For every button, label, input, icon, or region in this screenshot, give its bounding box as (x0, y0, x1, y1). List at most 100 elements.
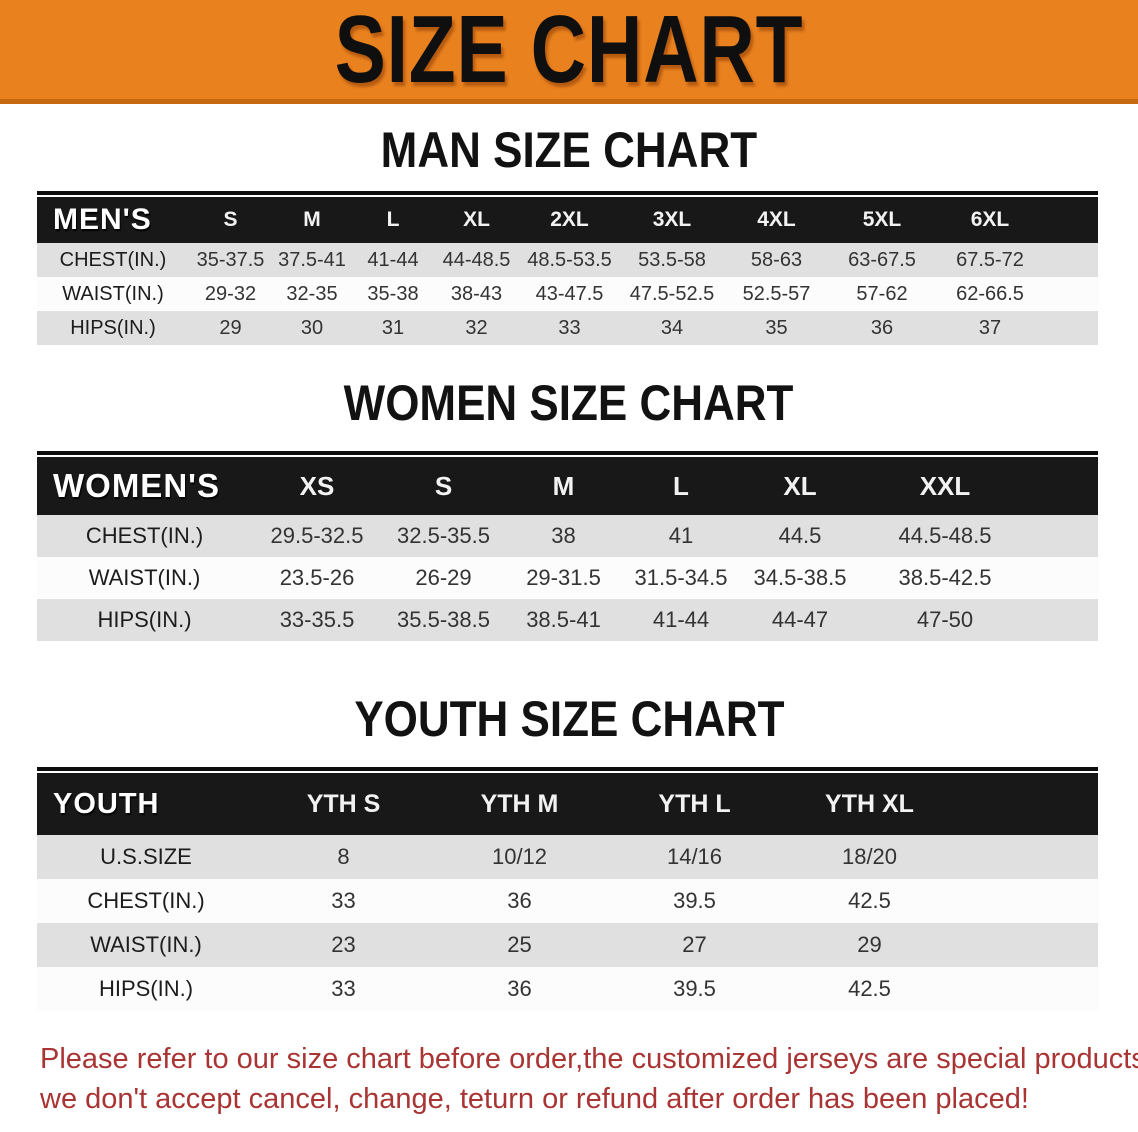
size-value: 47.5-52.5 (629, 282, 715, 305)
table-row-waist: WAIST(IN.) 23 25 27 29 (37, 923, 1098, 967)
table-row-chest: CHEST(IN.) 33 36 39.5 42.5 (37, 879, 1098, 923)
size-value: 29 (219, 316, 242, 339)
size-value: 18/20 (841, 844, 898, 869)
size-value: 36 (870, 316, 894, 339)
table-row-waist: WAIST(IN.) 29-32 32-35 35-38 38-43 43-47… (37, 277, 1098, 311)
size-value: 33 (331, 976, 356, 1001)
men-table-header-label: MEN'S (53, 203, 152, 236)
size-value: 35-37.5 (196, 248, 265, 271)
size-value: 37.5-41 (278, 248, 346, 271)
size-value: 35.5-38.5 (397, 607, 490, 632)
size-column-header: YTH XL (825, 789, 914, 818)
size-value: 62-66.5 (956, 282, 1024, 305)
size-value: 31 (381, 316, 405, 339)
size-column-header: 5XL (862, 208, 902, 231)
size-column-header: 4XL (757, 208, 796, 231)
size-column-header: L (386, 208, 400, 231)
size-value: 32.5-35.5 (397, 523, 490, 548)
size-column-header: 6XL (970, 208, 1010, 231)
size-value: 44.5 (778, 523, 822, 548)
size-value: 41-44 (367, 248, 419, 271)
size-column-header: XS (299, 470, 335, 501)
size-column-header: 2XL (550, 208, 589, 231)
size-column-header: XL (783, 470, 817, 501)
youth-size-table: YOUTH YTH S YTH M YTH L YTH XL U.S.SIZE … (37, 767, 1098, 1011)
size-value: 10/12 (491, 844, 548, 869)
size-value: 29-32 (204, 282, 257, 305)
size-value: 47-50 (916, 607, 974, 632)
women-heading-text: WOMEN SIZE CHART (344, 375, 794, 431)
size-value: 32-35 (286, 282, 338, 305)
size-value: 23.5-26 (279, 565, 355, 590)
size-value: 14/16 (666, 844, 723, 869)
youth-table-header-row: YOUTH YTH S YTH M YTH L YTH XL (37, 773, 1098, 835)
size-value: 25 (507, 932, 532, 957)
measurement-label: WAIST(IN.) (88, 565, 201, 590)
women-size-table: WOMEN'S XS S M L XL XXL CHEST(IN.) 29.5-… (37, 451, 1098, 641)
size-value: 23 (331, 932, 356, 957)
size-value: 38.5-42.5 (898, 565, 992, 590)
order-disclaimer: Please refer to our size chart before or… (40, 1039, 1138, 1119)
size-value: 52.5-57 (742, 282, 811, 305)
size-value: 29-31.5 (526, 565, 601, 590)
size-value: 30 (300, 316, 324, 339)
women-table-header-row: WOMEN'S XS S M L XL XXL (37, 457, 1098, 515)
table-row-hips: HIPS(IN.) 33 36 39.5 42.5 (37, 967, 1098, 1011)
size-value: 38.5-41 (526, 607, 601, 632)
size-value: 32 (465, 316, 488, 339)
size-column-header: S (223, 208, 238, 231)
size-value: 27 (682, 932, 707, 957)
size-value: 8 (337, 844, 350, 869)
banner: SIZE CHART (0, 0, 1138, 104)
disclaimer-line-1: Please refer to our size chart before or… (40, 1043, 1138, 1075)
size-value: 63-67.5 (848, 248, 916, 271)
youth-heading-text: YOUTH SIZE CHART (353, 691, 785, 747)
measurement-label: HIPS(IN.) (70, 316, 156, 339)
size-column-header: YTH M (480, 789, 559, 818)
table-row-hips: HIPS(IN.) 29 30 31 32 33 34 35 36 37 (37, 311, 1098, 345)
women-table-header-label: WOMEN'S (53, 467, 221, 504)
size-value: 44-48.5 (442, 248, 511, 271)
size-value: 39.5 (673, 976, 716, 1001)
table-row-hips: HIPS(IN.) 33-35.5 35.5-38.5 38.5-41 41-4… (37, 599, 1098, 641)
measurement-label: HIPS(IN.) (98, 976, 194, 1001)
men-table-header-row: MEN'S S M L XL 2XL 3XL 4XL 5XL 6XL (37, 197, 1098, 243)
men-size-table: MEN'S S M L XL 2XL 3XL 4XL 5XL 6XL CHEST… (37, 191, 1098, 345)
measurement-label: CHEST(IN.) (85, 523, 204, 548)
size-value: 33-35.5 (279, 607, 355, 632)
size-column-header: YTH S (306, 789, 381, 818)
table-row-chest: CHEST(IN.) 29.5-32.5 32.5-35.5 38 41 44.… (37, 515, 1098, 557)
size-value: 36 (507, 888, 532, 913)
table-row-us-size: U.S.SIZE 8 10/12 14/16 18/20 (37, 835, 1098, 879)
size-value: 29 (857, 932, 882, 957)
size-value: 35 (765, 316, 788, 339)
size-value: 41-44 (652, 607, 710, 632)
size-value: 43-47.5 (535, 282, 604, 305)
banner-title: SIZE CHART (334, 0, 804, 103)
size-column-header: XXL (919, 470, 971, 501)
size-value: 26-29 (415, 565, 472, 590)
measurement-label: U.S.SIZE (100, 844, 192, 869)
size-value: 33 (558, 316, 581, 339)
men-section-heading: MAN SIZE CHART (0, 122, 1138, 178)
table-row-chest: CHEST(IN.) 35-37.5 37.5-41 41-44 44-48.5… (37, 243, 1098, 277)
size-value: 44.5-48.5 (898, 523, 992, 548)
measurement-label: WAIST(IN.) (62, 282, 164, 305)
women-section-heading: WOMEN SIZE CHART (0, 375, 1138, 431)
size-value: 39.5 (673, 888, 716, 913)
measurement-label: CHEST(IN.) (59, 248, 167, 271)
size-value: 37 (978, 316, 1002, 339)
size-value: 38 (551, 523, 576, 548)
size-value: 44-47 (771, 607, 829, 632)
size-value: 36 (507, 976, 532, 1001)
disclaimer-line-2: we don't accept cancel, change, teturn o… (40, 1083, 1029, 1115)
size-value: 38-43 (450, 282, 503, 305)
size-column-header: M (303, 208, 321, 231)
measurement-label: CHEST(IN.) (87, 888, 205, 913)
youth-table-header-label: YOUTH (53, 787, 160, 820)
size-value: 29.5-32.5 (270, 523, 364, 548)
size-column-header: YTH L (658, 789, 731, 818)
men-heading-text: MAN SIZE CHART (380, 122, 758, 178)
size-value: 53.5-58 (638, 248, 706, 271)
size-value: 35-38 (367, 282, 419, 305)
